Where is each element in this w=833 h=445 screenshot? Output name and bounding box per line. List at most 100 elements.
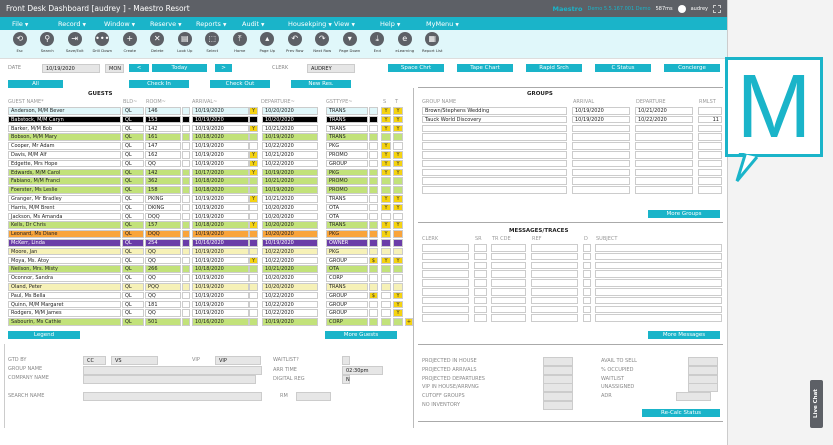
- group-name-cell[interactable]: [422, 159, 567, 168]
- select-button[interactable]: ⬚ Select: [199, 30, 227, 58]
- guest-name-cell[interactable]: Fabiano, M/M Franci: [8, 177, 121, 185]
- guest-name-cell[interactable]: Davis, M/M Alf: [8, 151, 121, 159]
- guest-name-cell[interactable]: Anderson, M/M Bever: [8, 107, 121, 115]
- group-name-cell[interactable]: Brown/Stephens Wedding: [422, 107, 567, 115]
- live-chat-button[interactable]: Live Chat: [810, 380, 823, 428]
- c-status-button[interactable]: C Status: [595, 64, 651, 72]
- date-field[interactable]: 10/19/2020: [42, 64, 100, 73]
- company-name-field[interactable]: [83, 375, 256, 384]
- group-name-field[interactable]: [83, 366, 262, 375]
- guest-name-cell[interactable]: Oland, Peter: [8, 283, 121, 291]
- prev-row-button[interactable]: ↶ Prev Row: [281, 30, 309, 58]
- group-name-cell[interactable]: [422, 177, 567, 185]
- create-button[interactable]: + Create: [116, 30, 144, 58]
- more-guests-button[interactable]: More Guests: [325, 331, 397, 339]
- more-groups-button[interactable]: More Groups: [648, 210, 720, 218]
- col-bld[interactable]: BLD~: [123, 99, 138, 105]
- home-button[interactable]: ⤒ Home: [226, 30, 254, 58]
- delete-button[interactable]: ✕ Delete: [144, 30, 172, 58]
- gtd-by-field-2[interactable]: VS: [111, 356, 158, 365]
- prev-date-button[interactable]: <: [129, 64, 149, 72]
- report-list-button[interactable]: ▦ Report List: [419, 30, 447, 58]
- guest-name-cell[interactable]: Moya, Ms. Atoy: [8, 256, 121, 265]
- menu-reserve[interactable]: Reserve ▼: [150, 20, 196, 28]
- guest-name-cell[interactable]: Babstock, M/M Caryn: [8, 115, 121, 124]
- group-name-cell[interactable]: [422, 186, 567, 194]
- next-row-button[interactable]: ↷ Next Row: [309, 30, 337, 58]
- drill-down-button[interactable]: ••• Drill Down: [89, 30, 117, 58]
- filter-new-res-button[interactable]: New Res.: [291, 80, 351, 88]
- arr-time-field[interactable]: 02:30pm: [342, 366, 383, 375]
- guest-name-cell[interactable]: Paul, Ms Bella: [8, 291, 121, 300]
- search-button[interactable]: ⚲ Search: [34, 30, 62, 58]
- guest-name-cell[interactable]: Cooper, Mr Adam: [8, 142, 121, 150]
- group-name-cell[interactable]: [422, 133, 567, 141]
- guest-name-cell[interactable]: Kells, Dr Chris: [8, 221, 121, 229]
- gtd-by-field-1[interactable]: CC: [83, 356, 106, 365]
- guest-name-cell[interactable]: Jackson, Ms Amanda: [8, 212, 121, 221]
- rapid-search-button[interactable]: Rapid Srch: [526, 64, 582, 72]
- esc-button[interactable]: ⟲ Esc: [6, 30, 34, 58]
- col-guest-name[interactable]: GUEST NAME*: [8, 99, 44, 105]
- recalc-status-button[interactable]: Re-Calc Status: [642, 409, 720, 417]
- menu-record[interactable]: Record ▼: [58, 20, 104, 28]
- rm-field[interactable]: [296, 392, 331, 401]
- col-departure[interactable]: DEPARTURE~: [261, 99, 295, 105]
- guest-name-cell[interactable]: Oconnor, Sandra: [8, 274, 121, 282]
- page-down-button[interactable]: ▾ Page Down: [336, 30, 364, 58]
- concierge-button[interactable]: Concierge: [664, 64, 720, 72]
- vip-field[interactable]: VIP: [215, 356, 261, 365]
- search-name-field[interactable]: [83, 392, 262, 401]
- digital-reg-field[interactable]: N: [342, 375, 350, 384]
- group-name-cell[interactable]: [422, 142, 567, 150]
- menu-view[interactable]: View ▼: [334, 20, 380, 28]
- guest-name-cell[interactable]: Foerster, Ms Leslie: [8, 186, 121, 194]
- more-messages-button[interactable]: More Messages: [648, 331, 720, 339]
- group-name-cell[interactable]: Tauck World Discovery: [422, 115, 567, 124]
- menu-mymenu[interactable]: MyMenu ▼: [426, 20, 472, 28]
- guest-name-cell[interactable]: Bobson, M/M Mary: [8, 133, 121, 141]
- menu-audit[interactable]: Audit ▼: [242, 20, 288, 28]
- col-arrival[interactable]: ARRIVAL~: [192, 99, 218, 105]
- menu-window[interactable]: Window ▼: [104, 20, 150, 28]
- tape-chart-button[interactable]: Tape Chart: [457, 64, 513, 72]
- end-button[interactable]: ⤓ End: [364, 30, 392, 58]
- look-up-button[interactable]: ▤ Look Up: [171, 30, 199, 58]
- guest-name-cell[interactable]: Quinn, M/M Margaret: [8, 300, 121, 309]
- user-name[interactable]: audrey: [690, 5, 708, 12]
- today-button[interactable]: Today: [152, 64, 207, 72]
- page-up-button[interactable]: ▴ Page Up: [254, 30, 282, 58]
- menu-file[interactable]: File ▼: [12, 20, 58, 28]
- group-name-cell[interactable]: [422, 124, 567, 133]
- guest-name-cell[interactable]: Edgette, Mrs Hope: [8, 159, 121, 168]
- next-date-button[interactable]: >: [215, 64, 232, 72]
- guest-name-cell[interactable]: Edwards, M/M Carol: [8, 168, 121, 177]
- col-room[interactable]: ROOM~: [146, 99, 166, 105]
- col-gsttype[interactable]: GSTTYPE~: [326, 99, 353, 105]
- guest-name-cell[interactable]: Barker, M/M Bob: [8, 124, 121, 133]
- group-name-cell[interactable]: [422, 168, 567, 177]
- guest-name-cell[interactable]: Rodgers, M/M James: [8, 309, 121, 317]
- filter-all-button[interactable]: All: [8, 80, 63, 88]
- guest-name-cell[interactable]: Neilson, Mrs. Misty: [8, 265, 121, 273]
- guest-name-cell[interactable]: Granger, Mr Bradley: [8, 195, 121, 203]
- save-exit-button[interactable]: ⇥ Save/Exit: [61, 30, 89, 58]
- space-chart-button[interactable]: Space Chrt: [388, 64, 444, 72]
- elearning-button[interactable]: e eLearning: [391, 30, 419, 58]
- user-avatar-icon[interactable]: [677, 4, 686, 13]
- guest-name-cell[interactable]: Harris, M/M Brent: [8, 203, 121, 212]
- group-name-cell[interactable]: [422, 151, 567, 159]
- guest-name-cell[interactable]: McKerr, Linda: [8, 239, 121, 247]
- menu-reports[interactable]: Reports ▼: [196, 20, 242, 28]
- menu-housekping[interactable]: Housekping ▼: [288, 20, 334, 28]
- waitlist-field[interactable]: [342, 356, 350, 365]
- filter-check-out-button[interactable]: Check Out: [210, 80, 270, 88]
- fullscreen-icon[interactable]: [713, 4, 721, 13]
- menu-help[interactable]: Help ▼: [380, 20, 426, 28]
- guest-name-cell[interactable]: Sabourin, Ms Cathie: [8, 318, 121, 326]
- guest-name-cell[interactable]: Leonard, Ms Diane: [8, 230, 121, 238]
- guest-name-cell[interactable]: Moore, Jan: [8, 247, 121, 256]
- legend-button[interactable]: Legend: [8, 331, 80, 339]
- filter-check-in-button[interactable]: Check In: [129, 80, 189, 88]
- more-rows-indicator[interactable]: +: [405, 318, 413, 326]
